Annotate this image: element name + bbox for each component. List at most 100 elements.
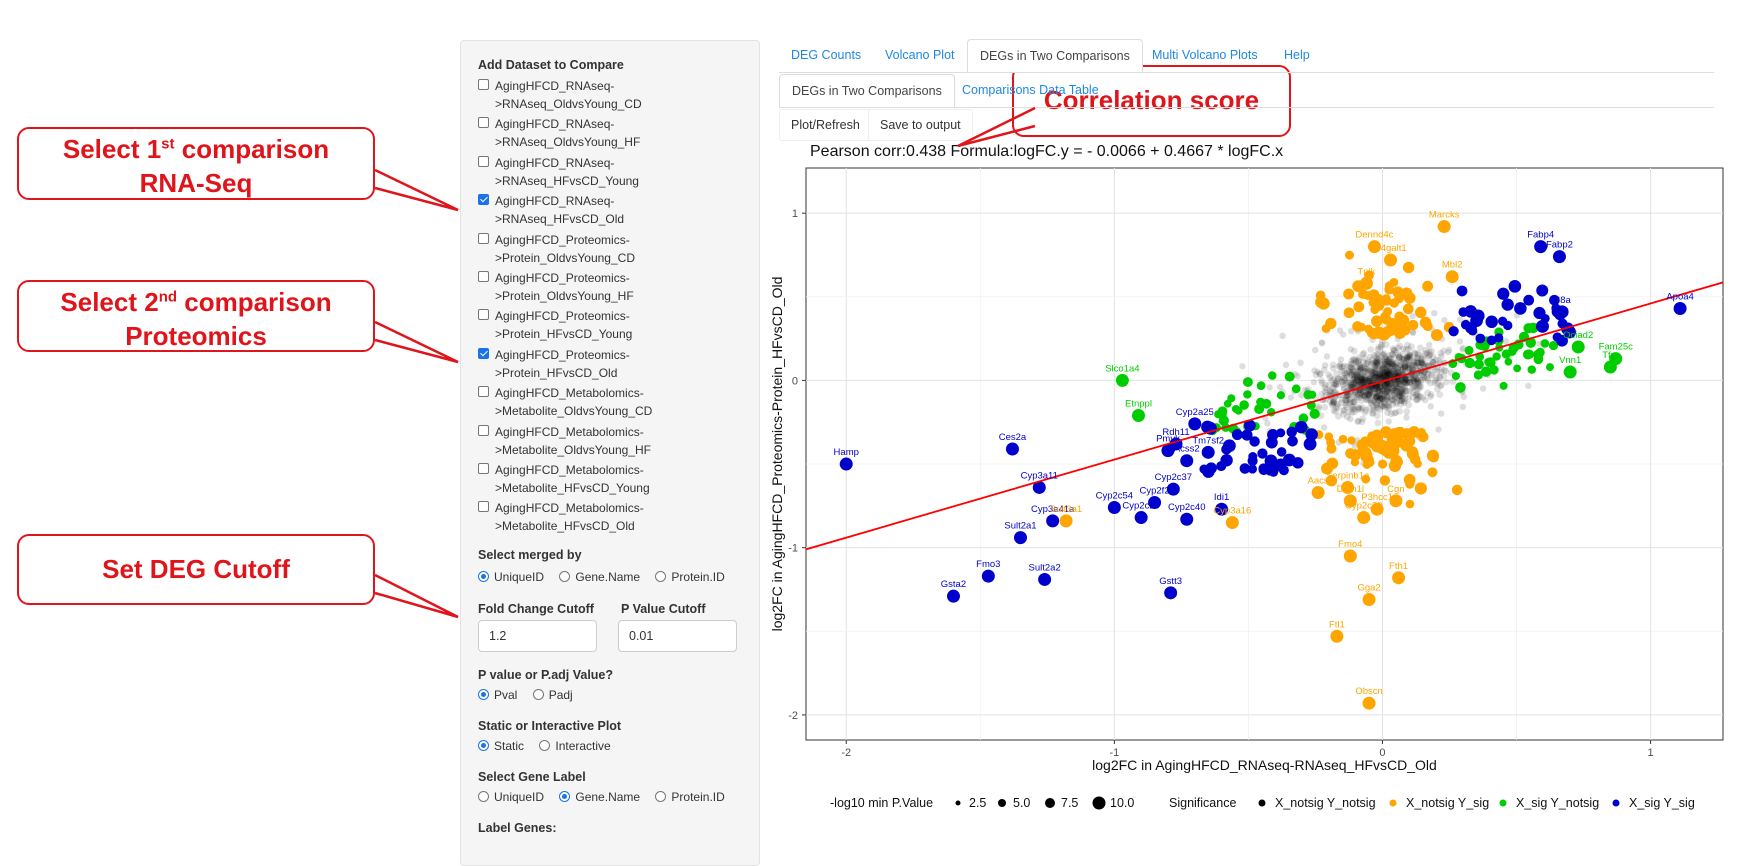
checkbox-icon[interactable] xyxy=(478,117,489,129)
radio-icon[interactable] xyxy=(478,791,489,802)
point-notsig xyxy=(1395,385,1402,392)
point-x-notsig-y-sig xyxy=(1371,429,1383,440)
point-notsig xyxy=(1423,363,1431,370)
radio-label: Pval xyxy=(494,688,518,702)
point-notsig xyxy=(1395,351,1403,359)
point-notsig xyxy=(1395,353,1403,361)
datasets-header: Add Dataset to Compare xyxy=(478,58,624,72)
plot-type-radio-group: Static Interactive xyxy=(478,739,623,753)
point-notsig xyxy=(1298,392,1305,399)
merged-by-option-gene-name[interactable]: Gene.Name xyxy=(559,570,640,584)
point-notsig xyxy=(1365,366,1372,373)
point-notsig xyxy=(1346,384,1354,392)
data-points xyxy=(839,220,1687,710)
point-notsig xyxy=(1368,410,1376,417)
save-output-button[interactable]: Save to output xyxy=(868,109,973,141)
point-notsig xyxy=(1336,363,1344,371)
point-notsig xyxy=(1377,375,1385,383)
point-notsig xyxy=(1428,325,1436,333)
point-label: Cyp3a41a xyxy=(1031,504,1075,515)
point-notsig xyxy=(1379,364,1387,372)
radio-icon[interactable] xyxy=(478,689,489,700)
callout-text: comparison xyxy=(174,134,330,164)
point-notsig xyxy=(1384,374,1392,382)
point-notsig xyxy=(1459,388,1466,395)
checkbox-icon[interactable] xyxy=(478,271,489,282)
radio-icon[interactable] xyxy=(559,791,571,802)
tab-deg-counts[interactable]: DEG Counts xyxy=(791,48,862,62)
point-notsig xyxy=(1369,378,1377,386)
point-notsig xyxy=(1440,347,1448,355)
point-x-notsig-y-sig xyxy=(1378,459,1388,469)
padj-option[interactable]: Padj xyxy=(532,688,573,702)
pval-option[interactable]: Pval xyxy=(478,688,517,702)
point-notsig xyxy=(1382,381,1390,389)
point-notsig xyxy=(1437,349,1445,357)
checkbox-icon[interactable] xyxy=(478,79,489,90)
point-notsig xyxy=(1382,353,1390,360)
checkbox-checked-icon[interactable] xyxy=(478,194,489,206)
fc-cutoff-input[interactable]: 1.2 xyxy=(478,620,597,652)
interactive-option[interactable]: Interactive xyxy=(539,739,611,753)
point-notsig xyxy=(1340,406,1348,414)
radio-icon[interactable] xyxy=(478,740,489,751)
static-option[interactable]: Static xyxy=(478,739,524,753)
tab-help[interactable]: Help xyxy=(1284,48,1310,62)
point-notsig xyxy=(1360,388,1367,396)
tab-multi-volcano[interactable]: Multi Volcano Plots xyxy=(1152,48,1258,62)
checkbox-icon[interactable] xyxy=(478,232,489,244)
tab-volcano-plot[interactable]: Volcano Plot xyxy=(885,48,955,62)
point-notsig xyxy=(1397,439,1405,447)
point-notsig xyxy=(1413,354,1421,362)
point-notsig xyxy=(1472,320,1480,328)
checkbox-icon[interactable] xyxy=(478,424,489,436)
checkbox-icon[interactable] xyxy=(478,386,489,398)
checkbox-checked-icon[interactable] xyxy=(478,347,489,359)
radio-icon[interactable] xyxy=(539,740,551,751)
gene-label-option-uniqueid[interactable]: UniqueID xyxy=(478,790,544,804)
subtab-comparisons-data-table[interactable]: Comparisons Data Table xyxy=(962,83,1099,97)
point-notsig xyxy=(1384,409,1391,417)
gene-label-option-gene-name[interactable]: Gene.Name xyxy=(559,790,640,804)
radio-icon[interactable] xyxy=(655,571,667,582)
point-x-notsig-y-sig xyxy=(1391,317,1404,330)
tab-degs-two-comparisons[interactable]: DEGs in Two Comparisons xyxy=(967,39,1143,73)
checkbox-icon[interactable] xyxy=(478,309,489,321)
point-notsig xyxy=(1432,356,1440,364)
gene-label-option-protein-id[interactable]: Protein.ID xyxy=(655,790,725,804)
point-label: Idi1 xyxy=(1214,492,1229,503)
checkbox-icon[interactable] xyxy=(478,501,489,513)
point-x-notsig-y-sig xyxy=(1373,299,1385,311)
radio-icon[interactable] xyxy=(532,689,544,700)
point-notsig xyxy=(1364,359,1372,367)
radio-icon[interactable] xyxy=(559,571,571,582)
checkbox-icon[interactable] xyxy=(478,155,489,167)
point-notsig xyxy=(1357,367,1365,375)
point-notsig xyxy=(1386,381,1393,388)
radio-icon[interactable] xyxy=(655,791,667,802)
point-notsig xyxy=(1350,375,1358,383)
point-x-notsig-y-sig xyxy=(1417,427,1426,437)
point-notsig xyxy=(1312,394,1319,401)
subtab-degs-two-comparisons[interactable]: DEGs in Two Comparisons xyxy=(779,74,955,108)
point-notsig xyxy=(1333,390,1340,398)
point-notsig xyxy=(1390,384,1397,392)
point-notsig xyxy=(1365,376,1373,383)
point-notsig xyxy=(1392,409,1400,416)
point-notsig xyxy=(1262,414,1269,422)
plot-refresh-button[interactable]: Plot/Refresh xyxy=(779,109,872,141)
point-notsig xyxy=(1390,375,1398,383)
point-x-notsig-y-sig xyxy=(1359,440,1369,450)
point-notsig xyxy=(1385,369,1392,376)
checkbox-icon[interactable] xyxy=(478,463,489,474)
point-notsig xyxy=(1401,376,1409,384)
p-cutoff-input[interactable]: 0.01 xyxy=(618,620,737,652)
point-x-notsig-y-sig xyxy=(1356,439,1367,450)
point-notsig xyxy=(1340,374,1348,382)
merged-by-option-uniqueid[interactable]: UniqueID xyxy=(478,570,544,584)
merged-by-option-protein-id[interactable]: Protein.ID xyxy=(655,570,725,584)
radio-icon[interactable] xyxy=(478,571,489,582)
dataset-label: AgingHFCD_Proteomics- >Protein_OldvsYoung… xyxy=(495,269,634,305)
point-notsig xyxy=(1320,366,1328,374)
point-notsig xyxy=(1393,373,1401,381)
